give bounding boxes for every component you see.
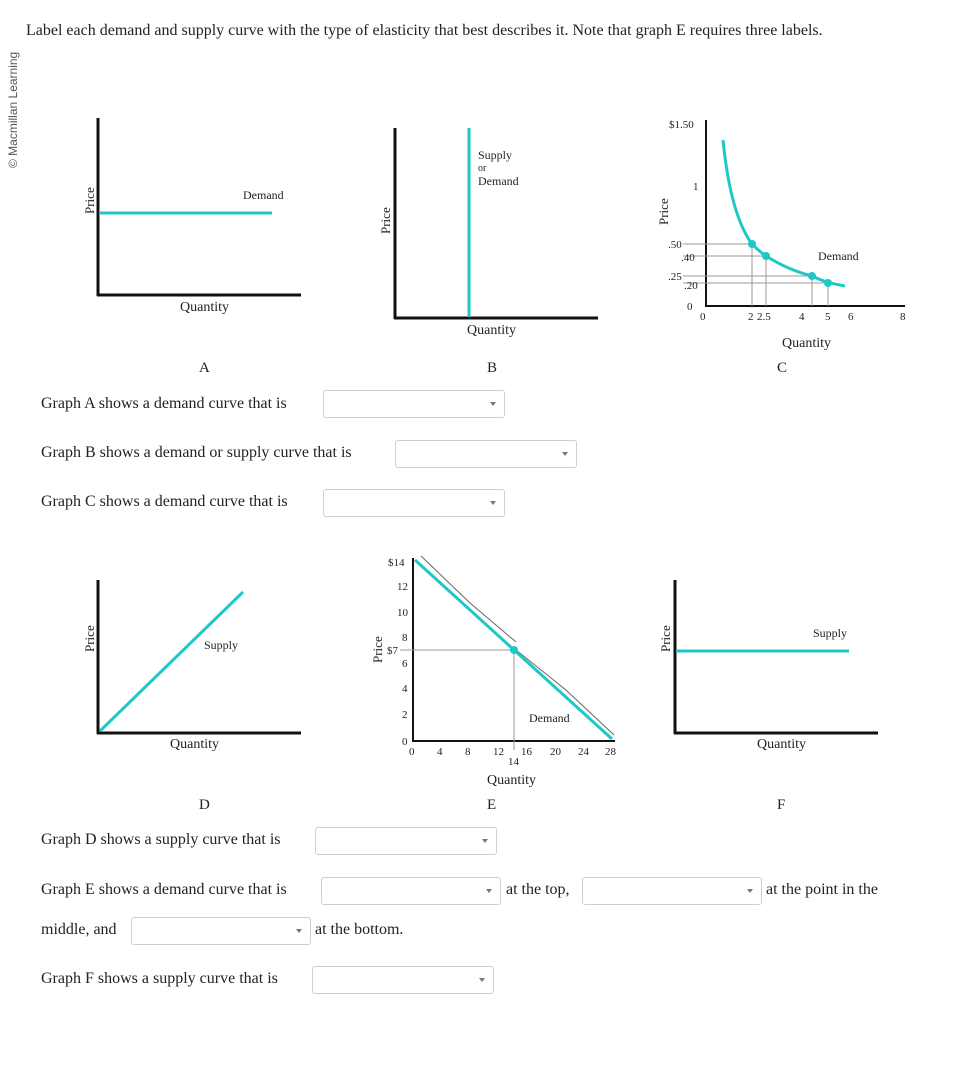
graph-e-ytick-7: $7 <box>387 645 399 657</box>
graph-f-ylabel: Price <box>658 625 673 652</box>
graph-e-xtick-24: 24 <box>578 746 590 758</box>
graph-c-point-3 <box>808 272 816 280</box>
graph-e-ytick-10: 10 <box>397 607 409 619</box>
graph-a-xlabel: Quantity <box>180 300 229 315</box>
graph-e-letter: E <box>487 797 496 813</box>
graph-d: Supply Quantity Price D <box>82 580 301 813</box>
graph-b: Supply or Demand Quantity Price B <box>378 128 598 376</box>
chevron-down-icon <box>490 501 496 505</box>
graph-c-point-1 <box>748 240 756 248</box>
graph-e-ytick-4: 4 <box>402 683 408 695</box>
graph-e-midpoint <box>510 646 518 654</box>
graph-f-letter: F <box>777 797 785 813</box>
graph-b-ylabel: Price <box>378 207 393 234</box>
graph-b-label-or: or <box>478 163 487 174</box>
graph-f: Supply Quantity Price F <box>658 580 878 813</box>
graph-e-ytick-6: 6 <box>402 658 408 670</box>
graph-c-ytick-0: 0 <box>687 301 693 313</box>
graph-e-ytick-0: 0 <box>402 736 408 748</box>
chevron-down-icon <box>562 452 568 456</box>
chevron-down-icon <box>486 889 492 893</box>
graph-c-xlabel: Quantity <box>782 336 831 351</box>
graph-c-xtick-8: 8 <box>900 311 906 323</box>
graph-c-xtick-5: 5 <box>825 311 831 323</box>
graph-b-label-demand: Demand <box>478 174 519 188</box>
dropdown-d[interactable] <box>315 827 497 855</box>
graph-e-ylabel: Price <box>370 636 385 663</box>
question-b: Graph B shows a demand or supply curve t… <box>41 444 352 461</box>
graph-e-ytick-14: $14 <box>388 557 405 569</box>
dropdown-e-bottom[interactable] <box>131 917 311 945</box>
dropdown-b[interactable] <box>395 440 577 468</box>
graph-c-ytick-1: 1 <box>693 181 699 193</box>
graph-e-xtick-8: 8 <box>465 746 471 758</box>
graph-c-letter: C <box>777 360 787 376</box>
graph-c-xtick-6: 6 <box>848 311 854 323</box>
graph-e-xtick-20: 20 <box>550 746 562 758</box>
question-d: Graph D shows a supply curve that is <box>41 831 281 848</box>
graph-e-xtick-0: 0 <box>409 746 415 758</box>
graph-a-letter: A <box>199 360 210 376</box>
chevron-down-icon <box>296 929 302 933</box>
dropdown-e-top[interactable] <box>321 877 501 905</box>
graph-c-point-2 <box>762 252 770 260</box>
instructions: Label each demand and supply curve with … <box>26 22 823 39</box>
graph-c-xtick-25: 2.5 <box>757 311 771 323</box>
question-a: Graph A shows a demand curve that is <box>41 395 287 412</box>
graph-c-ytick-50: .50 <box>668 239 682 251</box>
graph-d-letter: D <box>199 797 210 813</box>
graph-c-ytick-20: .20 <box>684 280 698 292</box>
chevron-down-icon <box>747 889 753 893</box>
graph-f-curve-label: Supply <box>813 626 847 640</box>
graph-c-curve-label: Demand <box>818 249 859 263</box>
graph-c-xtick-0: 0 <box>700 311 706 323</box>
dropdown-f[interactable] <box>312 966 494 994</box>
dropdown-a[interactable] <box>323 390 505 418</box>
graph-e-xlabel: Quantity <box>487 773 536 788</box>
graph-f-xlabel: Quantity <box>757 737 806 752</box>
graph-c-demand-curve <box>721 139 846 288</box>
graph-d-curve-label: Supply <box>204 638 238 652</box>
graph-c-ytick-25: .25 <box>668 271 682 283</box>
graph-e: Demand $14 12 10 8 $7 6 4 2 0 0 4 8 12 1… <box>370 555 617 813</box>
graph-d-xlabel: Quantity <box>170 737 219 752</box>
graph-e-ytick-12: 12 <box>397 581 408 593</box>
graph-a-ylabel: Price <box>82 187 97 214</box>
graph-e-xtick-4: 4 <box>437 746 443 758</box>
graph-e-xtick-14: 14 <box>508 756 520 768</box>
graph-e-ytick-2: 2 <box>402 709 408 721</box>
question-f: Graph F shows a supply curve that is <box>41 970 278 987</box>
graph-c-ylabel: Price <box>656 198 671 225</box>
graph-e-xtick-16: 16 <box>521 746 533 758</box>
graph-c-ytick-150: $1.50 <box>669 119 694 131</box>
graph-e-xtick-12: 12 <box>493 746 504 758</box>
graph-b-xlabel: Quantity <box>467 323 516 338</box>
chevron-down-icon <box>482 839 488 843</box>
dropdown-e-middle[interactable] <box>582 877 762 905</box>
graph-c-xtick-4: 4 <box>799 311 805 323</box>
graph-d-supply-curve <box>98 590 245 733</box>
graph-d-ylabel: Price <box>82 625 97 652</box>
question-e-bottom-suffix: at the bottom. <box>315 921 404 938</box>
graph-c-xtick-2: 2 <box>748 311 754 323</box>
dropdown-c[interactable] <box>323 489 505 517</box>
graph-b-label-supply: Supply <box>478 148 512 162</box>
chevron-down-icon <box>479 978 485 982</box>
question-e-middle-word: middle, and <box>41 921 117 938</box>
graph-e-curve-label: Demand <box>529 711 570 725</box>
graph-b-letter: B <box>487 360 497 376</box>
graph-e-xtick-28: 28 <box>605 746 617 758</box>
graph-e-ytick-8: 8 <box>402 632 408 644</box>
question-e-top-suffix: at the top, <box>506 881 570 898</box>
graph-c: Demand $1.50 1 .50 .40 .25 .20 0 0 2 2.5… <box>656 119 906 376</box>
graph-a: Demand Quantity Price A <box>82 118 301 376</box>
graph-c-point-4 <box>824 279 832 287</box>
question-c: Graph C shows a demand curve that is <box>41 493 288 510</box>
graph-c-ytick-40: .40 <box>681 252 695 264</box>
question-e: Graph E shows a demand curve that is <box>41 881 287 898</box>
graph-a-curve-label: Demand <box>243 188 284 202</box>
chevron-down-icon <box>490 402 496 406</box>
question-e-middle-prefix: at the point in the <box>766 881 878 898</box>
